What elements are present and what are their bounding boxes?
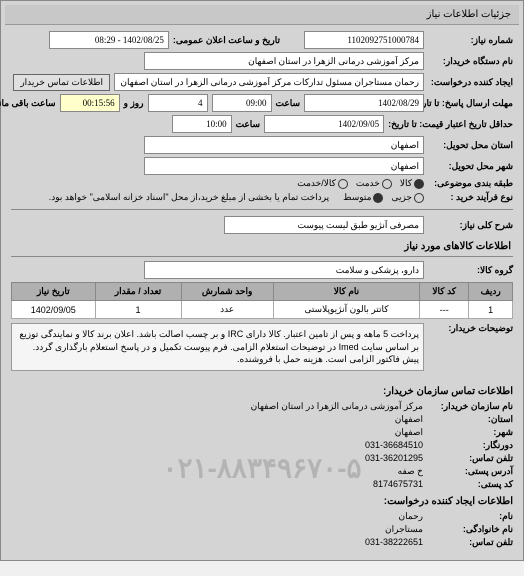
- name-label: نام:: [423, 511, 513, 522]
- c-province-value: اصفهان: [395, 414, 423, 425]
- goods-table: ردیف کد کالا نام کالا واحد شمارش تعداد /…: [11, 282, 513, 319]
- group-label: گروه کالا:: [428, 265, 513, 276]
- table-header-row: ردیف کد کالا نام کالا واحد شمارش تعداد /…: [12, 283, 513, 301]
- summary-input[interactable]: [224, 216, 424, 234]
- request-number-input[interactable]: [304, 31, 424, 49]
- datetime-input[interactable]: [49, 31, 169, 49]
- remaining-time-input[interactable]: [60, 94, 120, 112]
- contact-title: اطلاعات تماس سازمان خریدار:: [11, 386, 513, 397]
- days-count-input[interactable]: [148, 94, 208, 112]
- group-input[interactable]: [144, 261, 424, 279]
- deadline-time-input[interactable]: [212, 94, 272, 112]
- buyer-org-input[interactable]: [144, 52, 424, 70]
- address-label: آدرس پستی:: [423, 466, 513, 477]
- postal-label: کد پستی:: [423, 479, 513, 490]
- summary-title: شرح کلی نیاز:: [428, 220, 513, 231]
- city-input[interactable]: [144, 157, 424, 175]
- time-label: ساعت: [276, 98, 301, 109]
- payment-note: پرداخت تمام یا بخشی از مبلغ خرید،از محل …: [49, 192, 329, 203]
- radio-medium[interactable]: متوسط: [343, 192, 383, 203]
- validity-time-input[interactable]: [172, 115, 232, 133]
- cell-name: کاتتر بالون آنژیوپلاستی: [273, 301, 419, 319]
- col-unit: واحد شمارش: [181, 283, 273, 301]
- province-label: استان محل تحویل:: [428, 140, 513, 151]
- datetime-label: تاریخ و ساعت اعلان عمومی:: [173, 35, 280, 46]
- deadline-label: مهلت ارسال پاسخ: تا تاریخ:: [428, 98, 513, 109]
- tab-title: جزئیات اطلاعات نیاز: [427, 9, 511, 20]
- desc-box: پرداخت 5 ماهه و پس از تامین اعتبار. کالا…: [11, 323, 424, 371]
- address-value: خ صفه: [398, 466, 423, 477]
- col-name: نام کالا: [273, 283, 419, 301]
- contact-info-button[interactable]: اطلاعات تماس خریدار: [13, 74, 110, 91]
- category-radio-group: کالا خدمت کالا/خدمت: [297, 178, 424, 189]
- validity-label: حداقل تاریخ اعتبار قیمت: تا تاریخ:: [388, 119, 513, 130]
- postal-value: 8174675731: [373, 479, 423, 490]
- fax-label: دورنگار:: [423, 440, 513, 451]
- radio-filled-icon: [414, 179, 424, 189]
- process-radio-group: جزیی متوسط: [343, 192, 424, 203]
- c-city-label: شهر:: [423, 427, 513, 438]
- cell-qty: 1: [95, 301, 181, 319]
- main-container: جزئیات اطلاعات نیاز شماره نیاز: تاریخ و …: [0, 0, 524, 561]
- requester-input[interactable]: [114, 73, 424, 91]
- c-province-label: استان:: [423, 414, 513, 425]
- c-city-value: اصفهان: [395, 427, 423, 438]
- phone-label: تلفن تماس:: [423, 453, 513, 464]
- fax-value: 031-36684510: [365, 440, 423, 451]
- table-row[interactable]: 1 --- کاتتر بالون آنژیوپلاستی عدد 1 1402…: [12, 301, 513, 319]
- goods-section-title: اطلاعات کالاهای مورد نیاز: [11, 237, 513, 257]
- header-tab: جزئیات اطلاعات نیاز: [5, 5, 519, 25]
- radio-service[interactable]: خدمت: [356, 178, 392, 189]
- radio-filled-icon: [373, 193, 383, 203]
- col-qty: تعداد / مقدار: [95, 283, 181, 301]
- col-code: کد کالا: [420, 283, 469, 301]
- col-row: ردیف: [469, 283, 513, 301]
- desc-label: توضیحات خریدار:: [428, 323, 513, 334]
- cell-code: ---: [420, 301, 469, 319]
- deadline-date-input[interactable]: [304, 94, 424, 112]
- request-number-label: شماره نیاز:: [428, 35, 513, 46]
- radio-goods[interactable]: کالا: [400, 178, 424, 189]
- org-value: مرکز آموزشی درمانی الزهرا در استان اصفها…: [251, 401, 423, 412]
- creator-title: اطلاعات ایجاد کننده درخواست:: [11, 496, 513, 507]
- radio-empty-icon: [338, 179, 348, 189]
- name-value: رحمان: [399, 511, 423, 522]
- validity-date-input[interactable]: [264, 115, 384, 133]
- lastname-value: مستاجران: [385, 524, 423, 535]
- col-date: تاریخ نیاز: [12, 283, 96, 301]
- requester-label: ایجاد کننده درخواست:: [428, 77, 513, 88]
- cell-date: 1402/09/05: [12, 301, 96, 319]
- cell-row: 1: [469, 301, 513, 319]
- remaining-label: ساعت باقی مانده: [0, 98, 56, 109]
- org-label: نام سازمان خریدار:: [423, 401, 513, 412]
- form-section: شماره نیاز: تاریخ و ساعت اعلان عمومی: نا…: [5, 25, 519, 380]
- phone-value: 031-36201295: [365, 453, 423, 464]
- time-label-2: ساعت: [236, 119, 261, 130]
- category-label: طبقه بندی موضوعی:: [428, 178, 513, 189]
- buyer-org-label: نام دستگاه خریدار:: [428, 56, 513, 67]
- lastname-label: نام خانوادگی:: [423, 524, 513, 535]
- contact-section: ۰۲۱-۸۸۳۴۹۶۷۰-۵ اطلاعات تماس سازمان خریدا…: [5, 380, 519, 556]
- radio-small[interactable]: جزیی: [391, 192, 424, 203]
- days-label: روز و: [124, 98, 144, 109]
- radio-empty-icon: [414, 193, 424, 203]
- radio-empty-icon: [382, 179, 392, 189]
- city-label: شهر محل تحویل:: [428, 161, 513, 172]
- cell-unit: عدد: [181, 301, 273, 319]
- province-input[interactable]: [144, 136, 424, 154]
- process-label: نوع فرآیند خرید :: [428, 192, 513, 203]
- phone2-value: 031-38222651: [365, 537, 423, 548]
- phone2-label: تلفن تماس:: [423, 537, 513, 548]
- radio-goods-service[interactable]: کالا/خدمت: [297, 178, 348, 189]
